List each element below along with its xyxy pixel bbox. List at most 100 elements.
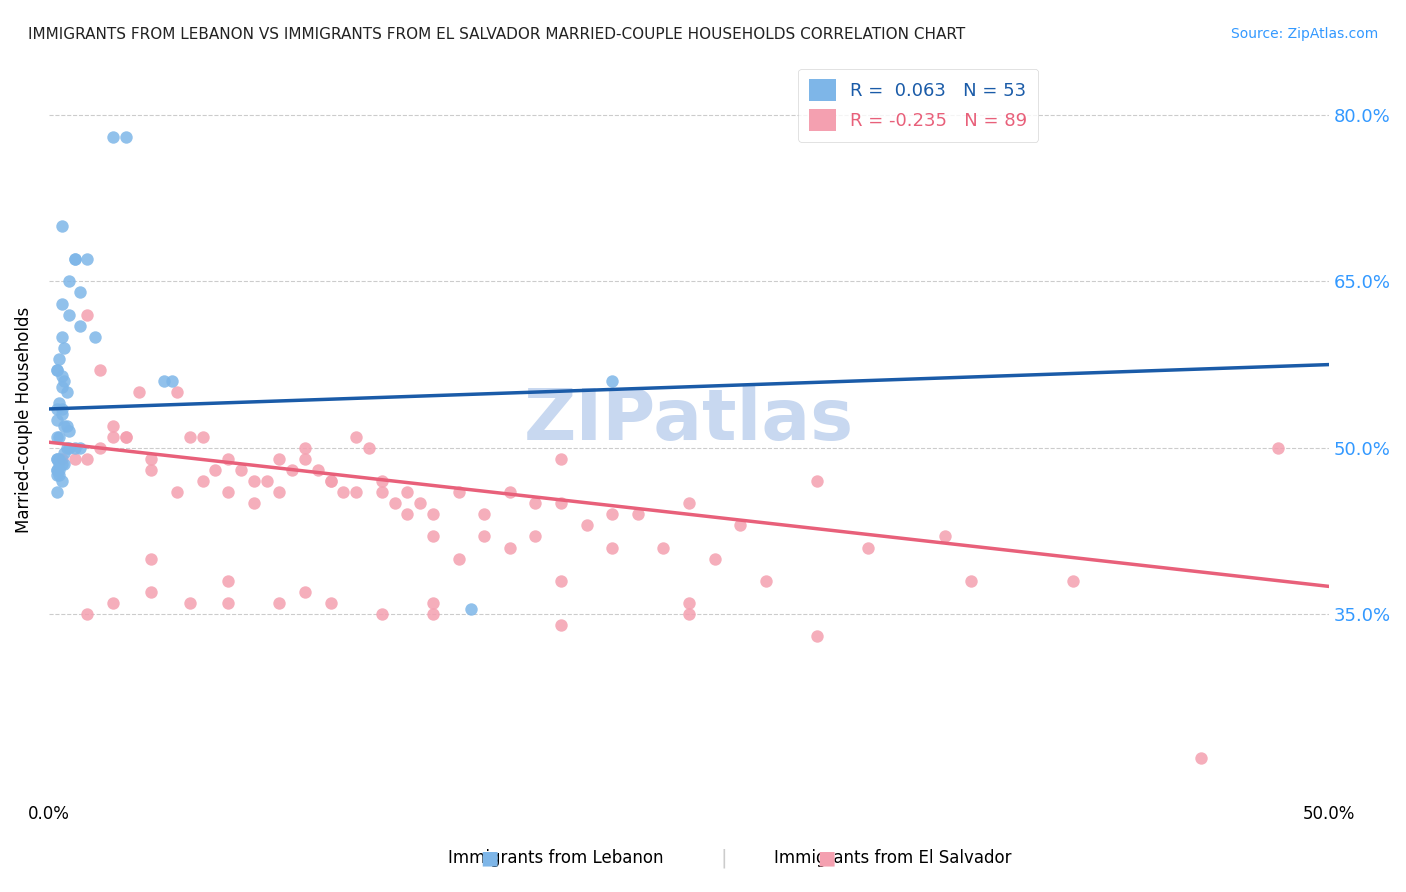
- Point: [600, 541, 623, 555]
- Point: [89, 441, 111, 455]
- Point: [1189, 751, 1212, 765]
- Point: [45, 468, 67, 483]
- Point: [101, 418, 124, 433]
- Point: [191, 430, 214, 444]
- Point: [53, 374, 76, 388]
- Point: [575, 518, 598, 533]
- Text: ■: ■: [817, 848, 837, 868]
- Point: [294, 451, 316, 466]
- Point: [48, 463, 70, 477]
- Point: [153, 374, 176, 388]
- Point: [58, 441, 80, 455]
- Point: [422, 607, 444, 621]
- Point: [550, 574, 572, 588]
- Point: [48, 396, 70, 410]
- Point: [84, 330, 107, 344]
- Point: [627, 508, 650, 522]
- Point: [63, 451, 86, 466]
- Point: [344, 430, 367, 444]
- Point: [600, 374, 623, 388]
- Point: [58, 308, 80, 322]
- Point: [499, 541, 522, 555]
- Point: [344, 485, 367, 500]
- Point: [51, 330, 73, 344]
- Point: [63, 252, 86, 267]
- Point: [728, 518, 751, 533]
- Point: [217, 596, 239, 610]
- Point: [242, 474, 264, 488]
- Point: [550, 496, 572, 510]
- Point: [128, 385, 150, 400]
- Point: [89, 363, 111, 377]
- Point: [806, 629, 828, 643]
- Point: [422, 529, 444, 543]
- Point: [371, 474, 394, 488]
- Point: [179, 596, 201, 610]
- Text: Source: ZipAtlas.com: Source: ZipAtlas.com: [1230, 27, 1378, 41]
- Point: [447, 485, 470, 500]
- Point: [63, 252, 86, 267]
- Point: [678, 496, 700, 510]
- Text: ZIPatlas: ZIPatlas: [524, 385, 853, 455]
- Point: [45, 463, 67, 477]
- Point: [160, 374, 183, 388]
- Point: [48, 430, 70, 444]
- Point: [76, 607, 98, 621]
- Point: [307, 463, 329, 477]
- Point: [58, 274, 80, 288]
- Point: [934, 529, 956, 543]
- Point: [51, 219, 73, 233]
- Point: [48, 352, 70, 367]
- Point: [217, 574, 239, 588]
- Point: [652, 541, 675, 555]
- Point: [51, 380, 73, 394]
- Point: [396, 485, 419, 500]
- Point: [76, 308, 98, 322]
- Point: [1267, 441, 1289, 455]
- Point: [101, 430, 124, 444]
- Point: [48, 451, 70, 466]
- Point: [76, 451, 98, 466]
- Point: [422, 596, 444, 610]
- Point: [53, 418, 76, 433]
- Point: [550, 618, 572, 632]
- Point: [191, 474, 214, 488]
- Point: [166, 485, 188, 500]
- Point: [45, 451, 67, 466]
- Point: [806, 474, 828, 488]
- Point: [48, 458, 70, 472]
- Point: [550, 451, 572, 466]
- Point: [166, 385, 188, 400]
- Text: ■: ■: [479, 848, 499, 868]
- Point: [51, 401, 73, 416]
- Point: [48, 468, 70, 483]
- Point: [45, 363, 67, 377]
- Point: [58, 424, 80, 438]
- Point: [56, 418, 79, 433]
- Point: [332, 485, 354, 500]
- Text: IMMIGRANTS FROM LEBANON VS IMMIGRANTS FROM EL SALVADOR MARRIED-COUPLE HOUSEHOLDS: IMMIGRANTS FROM LEBANON VS IMMIGRANTS FR…: [28, 27, 966, 42]
- Text: 50.0%: 50.0%: [1303, 805, 1355, 823]
- Point: [524, 529, 547, 543]
- Point: [56, 441, 79, 455]
- Point: [269, 596, 291, 610]
- Point: [281, 463, 304, 477]
- Text: |: |: [721, 848, 727, 868]
- Point: [56, 385, 79, 400]
- Point: [45, 430, 67, 444]
- Point: [204, 463, 226, 477]
- Point: [472, 508, 495, 522]
- Point: [269, 485, 291, 500]
- Point: [217, 451, 239, 466]
- Point: [856, 541, 879, 555]
- Point: [179, 430, 201, 444]
- Point: [269, 451, 291, 466]
- Point: [141, 463, 163, 477]
- Point: [51, 451, 73, 466]
- Point: [45, 413, 67, 427]
- Point: [755, 574, 778, 588]
- Point: [422, 508, 444, 522]
- Point: [141, 585, 163, 599]
- Point: [45, 485, 67, 500]
- Legend: R =  0.063   N = 53, R = -0.235   N = 89: R = 0.063 N = 53, R = -0.235 N = 89: [799, 69, 1039, 142]
